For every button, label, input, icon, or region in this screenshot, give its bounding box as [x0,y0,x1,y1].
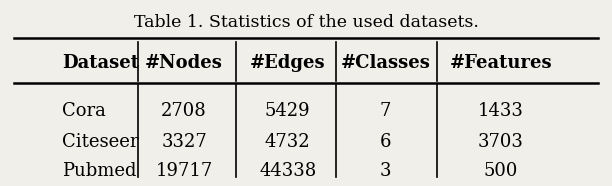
Text: 5429: 5429 [265,102,310,120]
Text: 1433: 1433 [478,102,524,120]
Text: 6: 6 [379,133,391,150]
Text: 3703: 3703 [478,133,524,150]
Text: Pubmed: Pubmed [62,162,137,180]
Text: #Edges: #Edges [250,54,326,72]
Text: 44338: 44338 [259,162,316,180]
Text: 500: 500 [483,162,518,180]
Text: 3327: 3327 [162,133,207,150]
Text: Cora: Cora [62,102,106,120]
Text: 3: 3 [379,162,391,180]
Text: 7: 7 [379,102,391,120]
Text: #Nodes: #Nodes [145,54,223,72]
Text: 19717: 19717 [155,162,213,180]
Text: Table 1. Statistics of the used datasets.: Table 1. Statistics of the used datasets… [133,14,479,31]
Text: Dataset: Dataset [62,54,140,72]
Text: 4732: 4732 [265,133,310,150]
Text: Citeseer: Citeseer [62,133,139,150]
Text: #Features: #Features [450,54,552,72]
Text: #Classes: #Classes [340,54,430,72]
Text: 2708: 2708 [162,102,207,120]
